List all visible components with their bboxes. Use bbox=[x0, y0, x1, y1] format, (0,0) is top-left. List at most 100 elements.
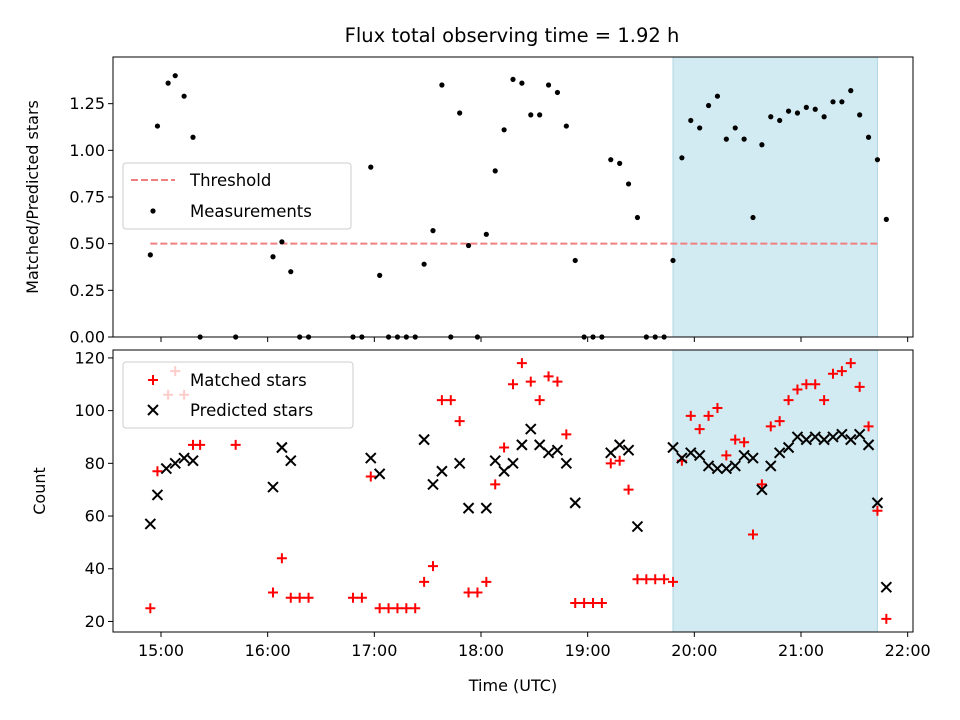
matched-star-point bbox=[525, 376, 536, 387]
measurement-point bbox=[670, 257, 676, 264]
legend-matched-label: Matched stars bbox=[190, 371, 307, 390]
predicted-star-point bbox=[489, 454, 501, 467]
matched-star-point bbox=[356, 592, 367, 603]
matched-star-point bbox=[463, 587, 474, 598]
measurement-point bbox=[839, 99, 845, 105]
top-legend-frame bbox=[122, 162, 352, 230]
measurement-point bbox=[439, 82, 445, 88]
matched-star-point bbox=[810, 379, 821, 390]
measurement-point bbox=[510, 76, 516, 82]
matched-star-point bbox=[285, 592, 296, 603]
measurement-point bbox=[848, 88, 854, 94]
measurement-point bbox=[572, 257, 578, 264]
matched-star-point bbox=[516, 358, 527, 369]
matched-star-point bbox=[481, 576, 492, 587]
matched-star-point bbox=[276, 553, 287, 564]
matched-star-point bbox=[845, 358, 856, 369]
measurement-point bbox=[794, 110, 801, 116]
predicted-star-point bbox=[542, 447, 555, 459]
top-y-tick-label: 0.25 bbox=[69, 281, 105, 300]
top-panel: 0.00 0.25 0.50 0.75 1.00 1.25 Matched/Predict… bbox=[23, 56, 914, 347]
matched-star-point bbox=[881, 613, 892, 624]
measurement-point bbox=[750, 214, 756, 221]
predicted-star-point bbox=[880, 581, 893, 593]
matched-star-point bbox=[828, 368, 838, 379]
predicted-star-point bbox=[853, 428, 866, 441]
x-tick-label: 17:00 bbox=[351, 641, 397, 660]
x-tick-label: 16:00 bbox=[245, 641, 291, 660]
measurement-point bbox=[803, 104, 809, 110]
predicted-star-point bbox=[773, 447, 786, 459]
x-tick-label: 18:00 bbox=[458, 641, 504, 660]
x-axis-label: Time (UTC) bbox=[468, 676, 557, 695]
predicted-star-point bbox=[373, 468, 386, 480]
measurement-point bbox=[165, 80, 171, 86]
legend-matched-swatch bbox=[148, 375, 158, 385]
bottom-y-tick-label: 120 bbox=[74, 348, 105, 367]
predicted-star-point bbox=[765, 460, 777, 472]
top-y-tick-label: 0.75 bbox=[69, 188, 105, 207]
measurement-point bbox=[154, 123, 161, 129]
matched-star-point bbox=[668, 576, 678, 587]
measurement-point bbox=[537, 112, 543, 118]
measurement-point bbox=[883, 216, 889, 222]
matched-star-point bbox=[230, 439, 241, 450]
predicted-star-point bbox=[702, 460, 715, 472]
matched-star-point bbox=[783, 395, 794, 406]
matched-star-point bbox=[730, 434, 741, 445]
bottom-legend-frame bbox=[122, 361, 354, 429]
matched-star-point bbox=[383, 603, 394, 614]
measurement-point bbox=[732, 125, 738, 131]
predicted-star-point bbox=[498, 465, 510, 477]
predicted-star-point bbox=[151, 489, 164, 501]
measurement-point bbox=[857, 112, 863, 118]
measurement-point bbox=[457, 110, 463, 116]
matched-star-point bbox=[454, 416, 465, 427]
matched-star-point bbox=[712, 402, 723, 413]
matched-star-point bbox=[570, 598, 581, 609]
top-axis-ticks: 0.00 0.25 0.50 0.75 1.00 1.25 bbox=[69, 94, 909, 347]
measurement-point bbox=[617, 160, 623, 166]
measurement-point bbox=[377, 272, 383, 278]
measurement-point bbox=[465, 242, 472, 249]
matched-star-point bbox=[739, 437, 750, 448]
top-highlight-span bbox=[672, 56, 878, 338]
bottom-highlight-span bbox=[672, 349, 878, 633]
matched-star-point bbox=[552, 376, 563, 387]
matched-star-point bbox=[145, 603, 156, 614]
matched-star-point bbox=[365, 471, 376, 482]
predicted-star-point bbox=[667, 441, 679, 454]
measurement-point bbox=[421, 261, 427, 267]
matched-star-point bbox=[374, 603, 385, 614]
predicted-star-point bbox=[462, 502, 475, 514]
predicted-star-point bbox=[631, 520, 644, 533]
predicted-star-point bbox=[365, 452, 377, 464]
predicted-star-point bbox=[427, 478, 439, 491]
predicted-star-point bbox=[809, 431, 821, 443]
bottom-y-tick-label: 40 bbox=[85, 559, 105, 578]
measurement-point bbox=[483, 231, 489, 237]
predicted-star-point bbox=[622, 444, 635, 456]
matched-star-point bbox=[836, 366, 847, 377]
matched-star-point bbox=[152, 466, 163, 477]
matched-star-point bbox=[685, 410, 696, 421]
measurement-point bbox=[608, 157, 614, 163]
matched-star-point bbox=[765, 421, 776, 432]
measurement-point bbox=[688, 117, 694, 124]
predicted-star-point bbox=[729, 460, 741, 472]
matched-star-point bbox=[543, 371, 554, 382]
matched-star-point bbox=[472, 587, 483, 598]
measurement-point bbox=[768, 114, 774, 120]
predicted-star-point bbox=[169, 457, 181, 470]
predicted-star-point bbox=[747, 452, 759, 464]
x-tick-label: 20:00 bbox=[671, 641, 717, 660]
measurement-point bbox=[563, 123, 569, 129]
top-axes-frame bbox=[112, 56, 914, 338]
predicted-star-point bbox=[818, 433, 830, 446]
measurement-point bbox=[528, 112, 534, 118]
matched-star-point bbox=[508, 379, 518, 390]
measurement-point bbox=[777, 117, 783, 124]
matched-star-point bbox=[748, 529, 758, 540]
matched-star-point bbox=[294, 592, 305, 603]
predicted-star-point bbox=[782, 441, 795, 454]
